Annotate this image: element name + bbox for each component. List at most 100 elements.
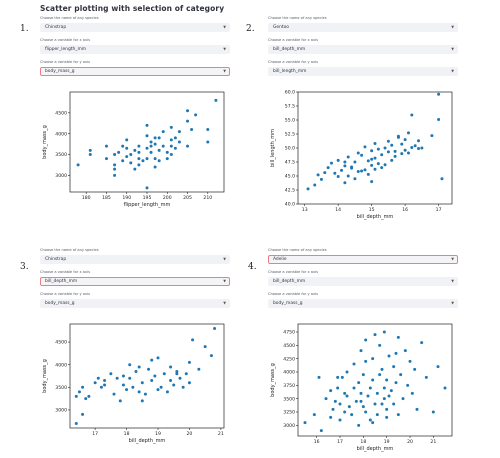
scatter-point — [175, 372, 179, 376]
scatter-point — [430, 134, 434, 138]
scatter-point — [394, 381, 398, 385]
scatter-point — [153, 136, 157, 140]
x-axis-label: flipper_length_mm — [124, 202, 171, 208]
scatter-point — [403, 148, 407, 152]
scatter-point — [145, 134, 149, 138]
x-tick-label: 20 — [186, 431, 192, 437]
scatter-point — [186, 144, 190, 148]
scatter-point — [150, 358, 154, 362]
scatter-point — [121, 383, 125, 387]
y-tick-label: 4750 — [283, 330, 295, 336]
scatter-point — [99, 385, 103, 389]
x-tick-label: 210 — [203, 195, 212, 201]
scatter-point — [329, 415, 333, 419]
scatter-point — [153, 142, 157, 146]
scatter-point — [117, 150, 121, 154]
scatter-point — [401, 397, 405, 401]
scatter-point — [169, 125, 173, 129]
plot-area — [297, 91, 453, 205]
x-variable-select[interactable]: flipper_length_mm ▼ — [40, 45, 230, 54]
scatter-point — [145, 157, 149, 161]
chevron-down-icon: ▼ — [223, 301, 226, 305]
species-label: Choose the name of any species — [268, 16, 327, 20]
chevron-down-icon: ▼ — [451, 279, 454, 283]
x-tick-label: 205 — [183, 195, 192, 201]
scatter-point — [165, 157, 169, 161]
x-tick-label: 15 — [369, 207, 375, 213]
panel-number: 4. — [248, 262, 257, 272]
x-tick-label: 185 — [102, 195, 111, 201]
panel-2: Choose the name of any species Gentoo ▼ … — [268, 16, 458, 82]
scatter-point — [109, 372, 113, 376]
scatter-point — [128, 376, 132, 380]
species-select[interactable]: Adelie ▼ — [268, 255, 458, 264]
species-value: Chinstrap — [45, 257, 67, 262]
scatter-point — [406, 131, 410, 135]
scatter-point — [206, 128, 210, 131]
scatter-point — [169, 144, 173, 148]
species-select[interactable]: Gentoo ▼ — [268, 23, 458, 32]
species-select[interactable]: Chinstrap ▼ — [40, 255, 230, 264]
scatter-point — [88, 153, 92, 156]
scatter-point — [162, 372, 166, 376]
scatter-point — [125, 146, 129, 150]
y-tick-label: 3500 — [55, 152, 67, 158]
scatter-point — [410, 113, 414, 117]
scatter-point — [165, 390, 169, 394]
scatter-point — [357, 381, 361, 385]
y-variable-select[interactable]: body_mass_g ▼ — [40, 67, 230, 76]
y-variable-select[interactable]: bill_length_mm ▼ — [268, 67, 458, 76]
scatter-point — [340, 168, 344, 172]
x-variable-select[interactable]: bill_depth_mm ▼ — [40, 277, 230, 286]
x-tick-label: 19 — [384, 439, 390, 445]
scatter-point — [103, 379, 107, 383]
y-axis-label: bill_length_mm — [270, 129, 276, 167]
scatter-point — [125, 138, 129, 142]
scatter-point — [153, 157, 157, 161]
scatter-point — [437, 92, 441, 96]
scatter-point — [88, 148, 92, 152]
x-variable-label: Choose a variable for x axis — [268, 270, 318, 274]
scatter-point — [373, 156, 377, 160]
scatter-point — [197, 367, 201, 371]
scatter-point — [169, 379, 173, 383]
y-variable-select[interactable]: body_mass_g ▼ — [268, 299, 458, 308]
scatter-point — [209, 354, 213, 358]
scatter-point — [380, 367, 384, 371]
chevron-down-icon: ▼ — [223, 47, 226, 51]
scatter-point — [385, 378, 389, 382]
y-variable-select[interactable]: body_mass_g ▼ — [40, 299, 230, 308]
scatter-point — [121, 374, 125, 378]
panel-number: 2. — [246, 24, 255, 34]
scatter-point — [129, 153, 133, 156]
scatter-point — [326, 166, 330, 170]
chevron-down-icon: ▼ — [223, 257, 226, 261]
scatter-point — [415, 407, 419, 411]
scatter-point — [336, 175, 340, 179]
scatter-point — [319, 429, 323, 433]
scatter-point — [385, 407, 389, 411]
scatter-point — [137, 144, 141, 148]
scatter-point — [392, 402, 396, 406]
scatter-point — [417, 147, 421, 151]
x-tick-label: 16 — [402, 207, 408, 213]
x-variable-select[interactable]: bill_depth_mm ▼ — [268, 277, 458, 286]
scatter-point — [390, 143, 394, 147]
scatter-point — [394, 351, 398, 355]
scatter-point — [333, 399, 337, 403]
y-tick-label: 52.5 — [285, 132, 295, 138]
y-variable-label: Choose a variable for y axis — [40, 292, 90, 296]
species-select[interactable]: Chinstrap ▼ — [40, 23, 230, 32]
scatter-point — [306, 187, 310, 191]
x-variable-select[interactable]: bill_depth_mm ▼ — [268, 45, 458, 54]
panel-3: Choose the name of any species Chinstrap… — [40, 248, 230, 314]
y-tick-label: 47.5 — [285, 160, 295, 166]
scatter-point — [343, 164, 347, 168]
scatter-point — [340, 375, 344, 379]
x-tick-label: 20 — [407, 439, 413, 445]
scatter-point — [113, 163, 117, 167]
y-variable-label: Choose a variable for y axis — [268, 292, 318, 296]
y-tick-label: 4000 — [283, 370, 295, 376]
scatter-point — [104, 157, 108, 161]
y-tick-label: 3000 — [55, 173, 67, 179]
